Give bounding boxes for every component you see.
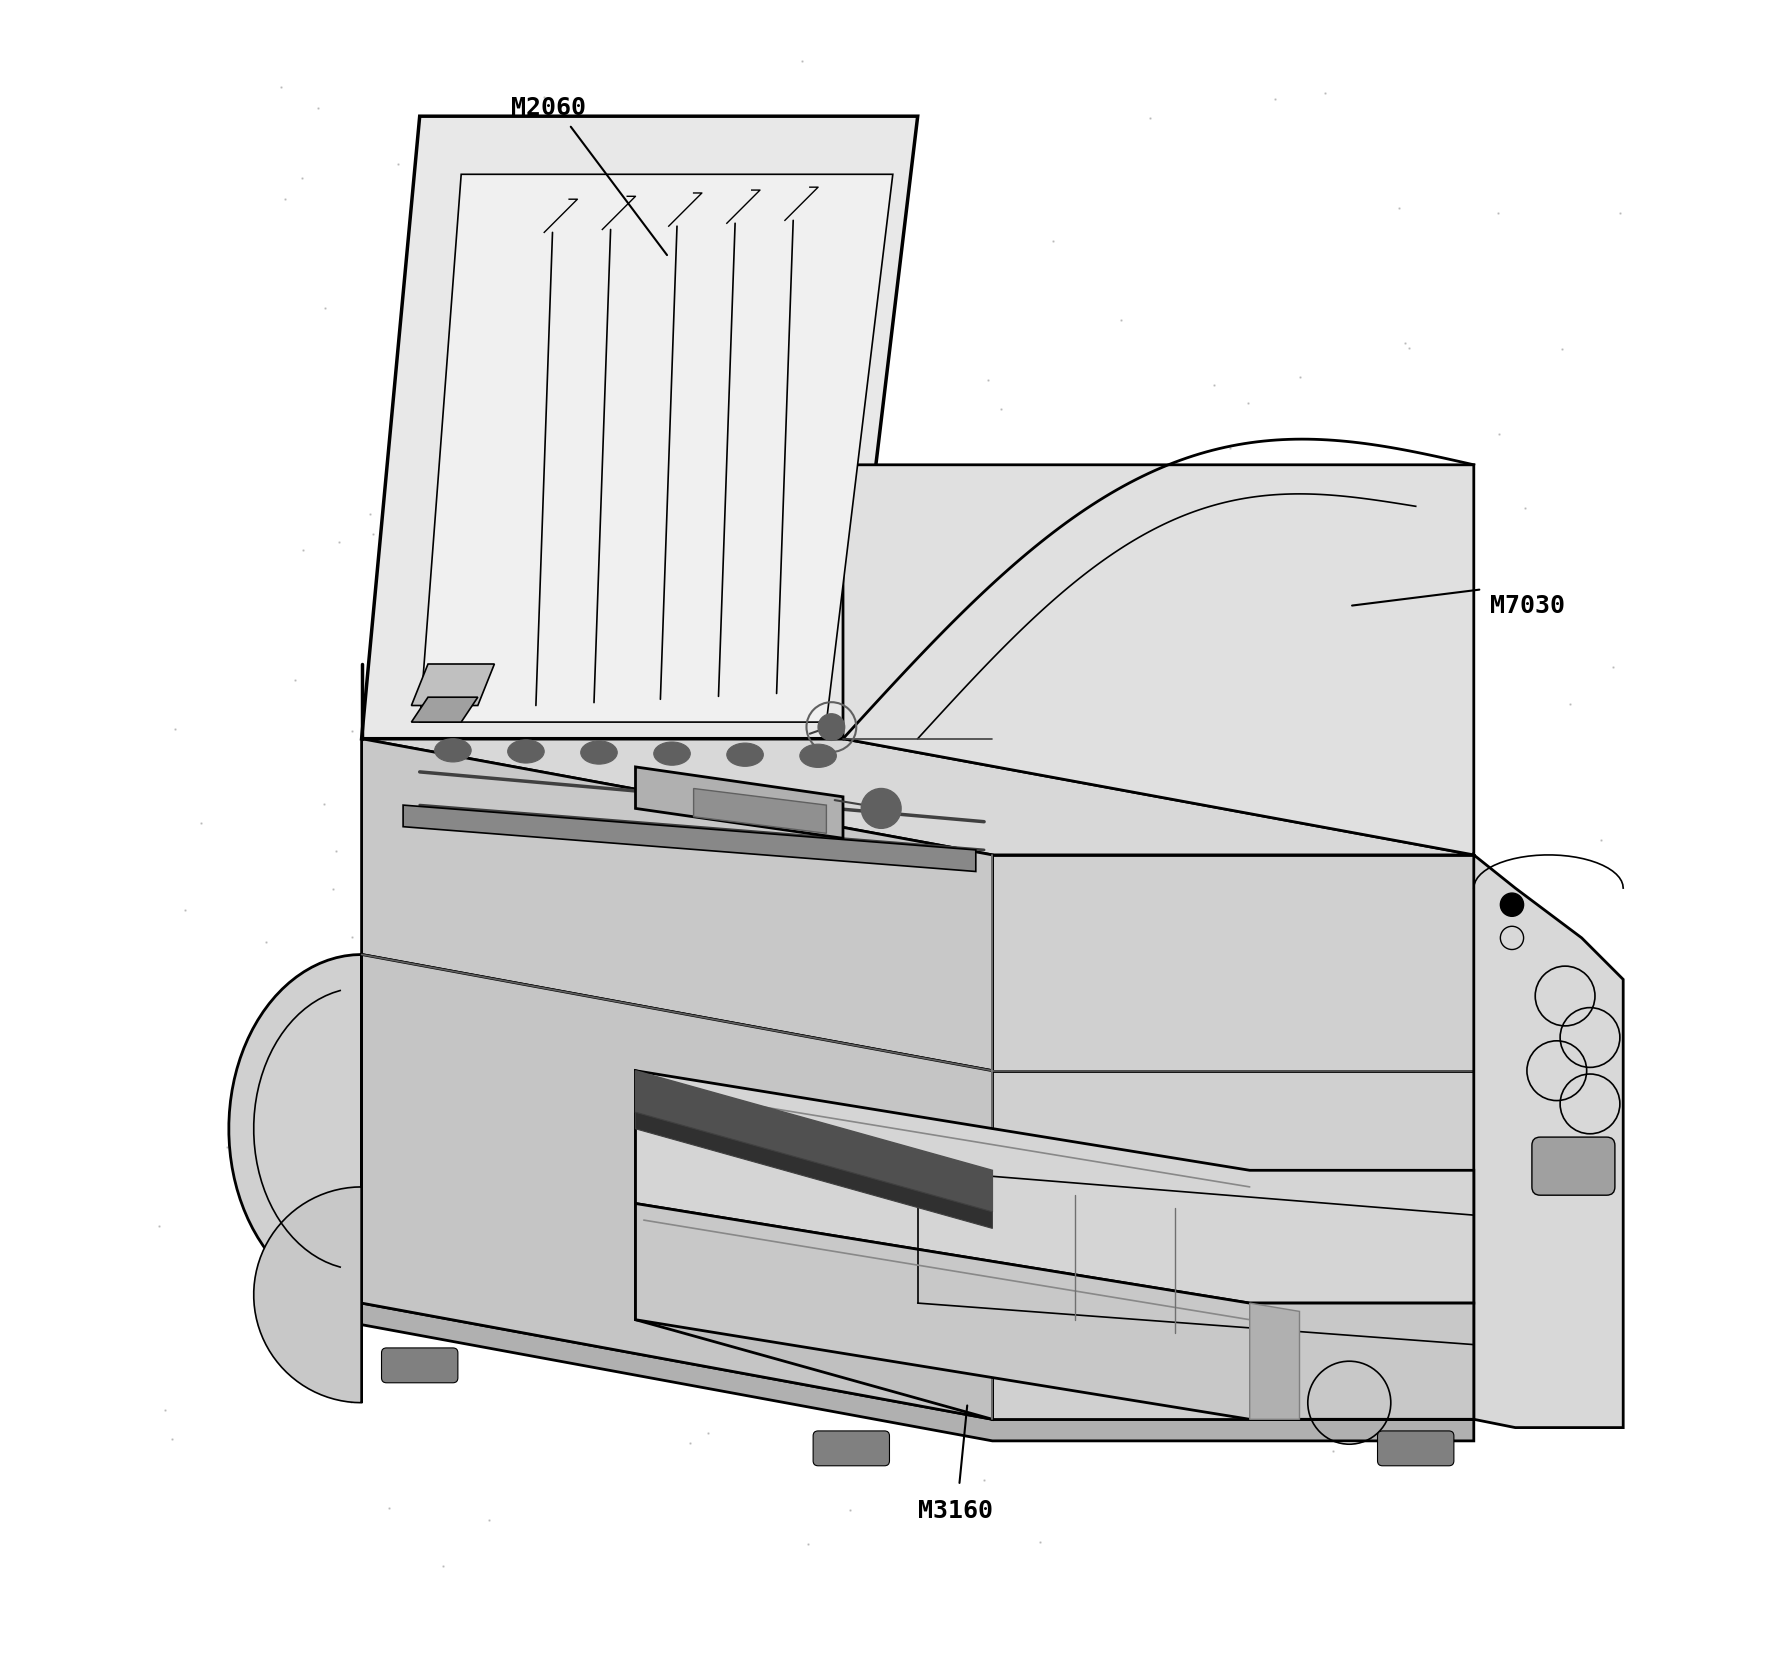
Ellipse shape: [800, 744, 837, 767]
Polygon shape: [693, 788, 826, 833]
Polygon shape: [361, 739, 1474, 855]
Polygon shape: [253, 1187, 361, 1403]
Polygon shape: [844, 465, 1474, 855]
Polygon shape: [992, 1071, 1474, 1419]
Circle shape: [817, 714, 844, 740]
Polygon shape: [419, 174, 893, 722]
Text: M7030: M7030: [1491, 594, 1566, 618]
Polygon shape: [361, 954, 992, 1419]
Polygon shape: [635, 1071, 1474, 1303]
Polygon shape: [635, 767, 844, 838]
Ellipse shape: [508, 740, 545, 764]
Circle shape: [1500, 893, 1523, 916]
Polygon shape: [361, 116, 918, 739]
FancyBboxPatch shape: [1532, 1137, 1615, 1195]
Ellipse shape: [435, 739, 471, 762]
Polygon shape: [992, 855, 1474, 1071]
Text: M2060: M2060: [511, 96, 586, 120]
Polygon shape: [635, 1112, 992, 1228]
Polygon shape: [361, 739, 992, 1071]
FancyBboxPatch shape: [382, 1348, 458, 1383]
Polygon shape: [635, 1204, 1474, 1419]
FancyBboxPatch shape: [814, 1431, 890, 1466]
Polygon shape: [1474, 855, 1624, 1428]
Circle shape: [862, 788, 900, 828]
FancyBboxPatch shape: [1378, 1431, 1454, 1466]
Text: M3160: M3160: [918, 1499, 992, 1522]
Ellipse shape: [580, 740, 617, 764]
Polygon shape: [403, 805, 976, 872]
Polygon shape: [1249, 1303, 1300, 1419]
Polygon shape: [412, 697, 478, 722]
Polygon shape: [635, 1071, 992, 1212]
Ellipse shape: [655, 742, 690, 765]
Polygon shape: [635, 1071, 992, 1419]
Polygon shape: [361, 1303, 1474, 1441]
Polygon shape: [412, 664, 494, 706]
Polygon shape: [228, 954, 361, 1303]
Ellipse shape: [727, 744, 762, 767]
